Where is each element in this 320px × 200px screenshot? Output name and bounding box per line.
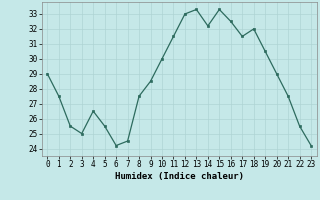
X-axis label: Humidex (Indice chaleur): Humidex (Indice chaleur) [115, 172, 244, 181]
